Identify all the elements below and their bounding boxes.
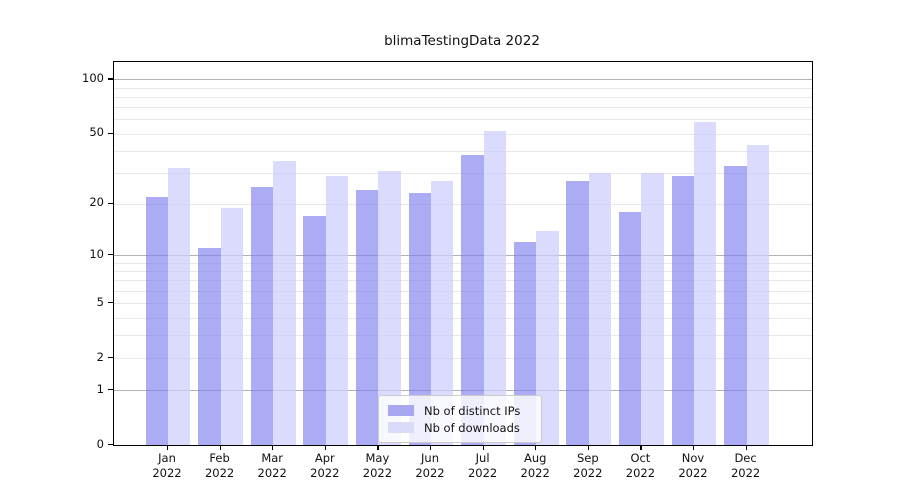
- bar-nb-of-distinct-ips-oct: [619, 211, 642, 445]
- x-tick-jun: [430, 445, 432, 450]
- minor-gridline-70: [114, 107, 812, 109]
- x-tick-mar: [272, 445, 274, 450]
- bar-nb-of-downloads-mar: [273, 161, 296, 445]
- minor-gridline-90: [114, 87, 812, 89]
- x-tick-label-mar: Mar 2022: [257, 451, 287, 480]
- legend: Nb of distinct IPs Nb of downloads: [378, 395, 542, 443]
- minor-gridline-50: [114, 133, 812, 135]
- legend-swatch-downloads: [388, 422, 414, 433]
- bar-nb-of-downloads-apr: [325, 175, 349, 445]
- x-tick-label-apr: Apr 2022: [310, 451, 340, 480]
- bar-nb-of-distinct-ips-apr: [303, 216, 326, 445]
- bar-nb-of-distinct-ips-may: [356, 190, 379, 445]
- y-tick-label-0: 0: [96, 436, 104, 451]
- x-tick-oct: [640, 445, 642, 450]
- x-tick-label-sep: Sep 2022: [573, 451, 603, 480]
- x-tick-aug: [535, 445, 537, 450]
- bar-nb-of-distinct-ips-mar: [250, 186, 274, 445]
- chart-title: blimaTestingData 2022: [384, 33, 540, 49]
- x-tick-feb: [219, 445, 221, 450]
- legend-row: Nb of downloads: [388, 419, 532, 436]
- y-tick-2: [108, 357, 113, 359]
- y-tick-label-1: 1: [96, 381, 104, 396]
- bar-nb-of-downloads-feb: [220, 207, 243, 445]
- bar-nb-of-distinct-ips-jun: [408, 193, 431, 445]
- y-tick-10: [108, 254, 113, 256]
- x-tick-jul: [482, 445, 484, 450]
- bar-nb-of-downloads-may: [378, 170, 401, 445]
- bar-nb-of-downloads-aug: [536, 230, 559, 445]
- x-tick-label-jan: Jan 2022: [152, 451, 182, 480]
- legend-swatch-distinct-ips: [388, 405, 414, 416]
- minor-gridline-60: [114, 119, 812, 121]
- x-tick-label-jun: Jun 2022: [415, 451, 445, 480]
- x-tick-label-feb: Feb 2022: [204, 451, 235, 480]
- y-tick-0: [108, 444, 113, 446]
- bar-nb-of-distinct-ips-jul: [461, 154, 484, 445]
- y-tick-5: [108, 302, 113, 304]
- bar-nb-of-distinct-ips-dec: [724, 165, 747, 445]
- y-tick-label-10: 10: [89, 246, 104, 261]
- bar-nb-of-downloads-oct: [641, 173, 664, 445]
- x-tick-label-oct: Oct 2022: [625, 451, 656, 480]
- y-tick-label-100: 100: [82, 70, 104, 85]
- legend-label-distinct-ips: Nb of distinct IPs: [424, 403, 521, 418]
- minor-gridline-80: [114, 96, 812, 98]
- bar-nb-of-distinct-ips-nov: [671, 175, 694, 445]
- bar-nb-of-distinct-ips-feb: [198, 248, 221, 445]
- bar-nb-of-distinct-ips-jan: [145, 196, 168, 445]
- x-tick-dec: [745, 445, 747, 450]
- y-tick-label-50: 50: [89, 125, 104, 139]
- y-tick-label-5: 5: [96, 294, 104, 309]
- bar-nb-of-downloads-dec: [746, 145, 769, 445]
- bar-nb-of-distinct-ips-aug: [513, 241, 537, 445]
- x-tick-label-aug: Aug 2022: [520, 451, 550, 480]
- y-tick-1: [108, 389, 113, 391]
- plot-area: Nb of distinct IPs Nb of downloads: [113, 61, 813, 446]
- x-tick-label-may: May 2022: [362, 451, 393, 480]
- x-tick-sep: [587, 445, 589, 450]
- x-tick-apr: [324, 445, 326, 450]
- x-tick-label-dec: Dec 2022: [730, 451, 761, 480]
- major-gridline-100: [114, 79, 812, 81]
- bar-nb-of-downloads-jun: [431, 181, 454, 445]
- bar-nb-of-downloads-jan: [168, 168, 191, 445]
- bar-nb-of-distinct-ips-sep: [566, 181, 589, 445]
- bar-nb-of-downloads-jul: [483, 130, 506, 445]
- y-tick-20: [108, 202, 113, 204]
- y-tick-label-2: 2: [96, 349, 104, 364]
- y-tick-label-20: 20: [89, 195, 104, 210]
- minor-gridline-40: [114, 150, 812, 152]
- x-tick-label-nov: Nov 2022: [678, 451, 708, 480]
- y-tick-50: [108, 132, 113, 134]
- y-tick-100: [108, 78, 113, 80]
- x-tick-jan: [167, 445, 169, 450]
- legend-row: Nb of distinct IPs: [388, 402, 532, 419]
- x-tick-may: [377, 445, 379, 450]
- bar-nb-of-downloads-sep: [588, 173, 612, 445]
- bar-nb-of-downloads-nov: [694, 122, 717, 445]
- legend-label-downloads: Nb of downloads: [424, 420, 520, 435]
- x-tick-nov: [693, 445, 695, 450]
- x-tick-label-jul: Jul 2022: [467, 451, 498, 480]
